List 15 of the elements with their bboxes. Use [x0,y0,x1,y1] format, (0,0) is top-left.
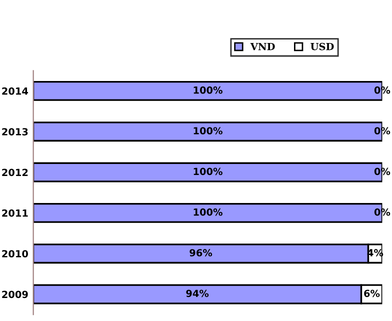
data-label: 94% [186,290,209,298]
y-tick-label: 2012 [2,168,28,176]
y-tick-label: 2013 [2,128,28,136]
data-label: 100% [194,127,222,134]
y-tick-label: 2014 [2,87,28,95]
data-label: 96% [190,249,212,256]
legend-label: VND [250,43,275,50]
data-label: 6% [364,290,380,298]
y-tick-label: 2009 [2,290,28,298]
y-tick-label: 2011 [2,209,28,217]
legend-label: USD [310,42,334,50]
y-tick-label: 2010 [2,250,28,258]
data-label: 100% [194,168,222,176]
data-label: 100% [194,208,222,216]
data-label: 100% [194,86,222,94]
